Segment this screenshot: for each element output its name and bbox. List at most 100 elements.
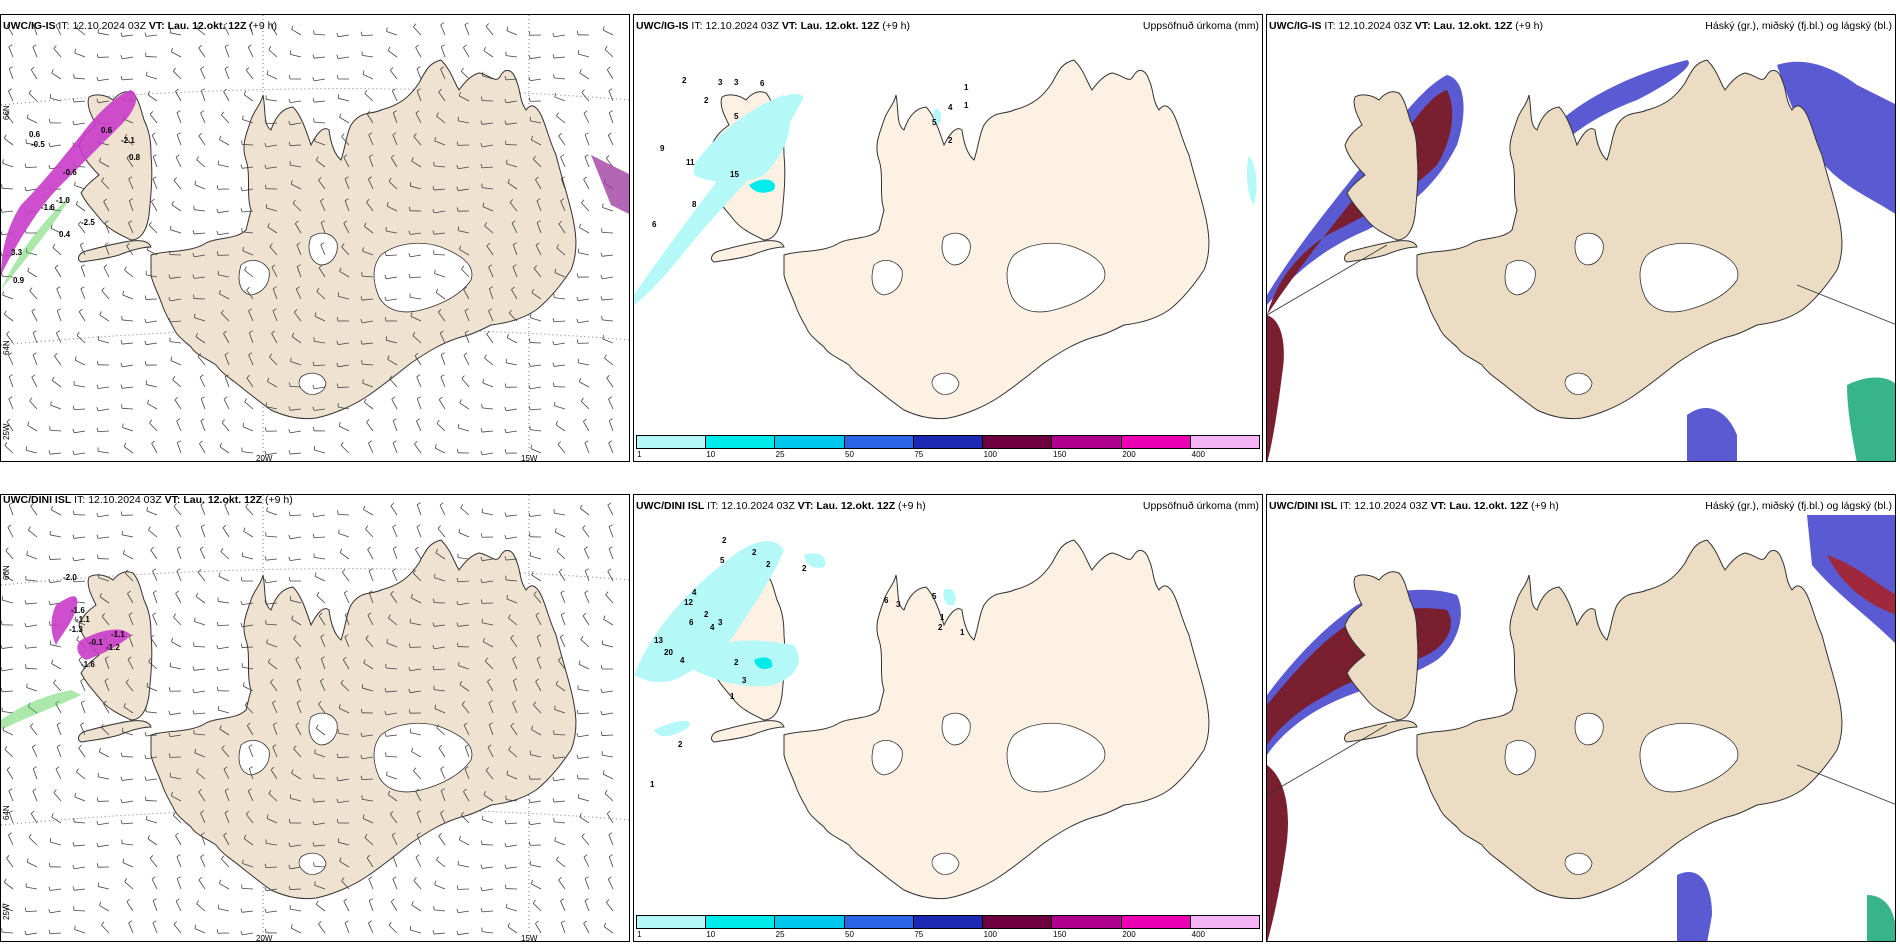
wind-barb xyxy=(558,571,566,582)
wind-barb xyxy=(532,902,542,912)
wind-barb xyxy=(200,526,206,538)
wind-barb xyxy=(170,341,182,344)
wind-barb xyxy=(601,231,614,234)
wind-barb xyxy=(318,615,326,626)
wind-barb xyxy=(217,624,230,627)
wind-barb xyxy=(26,687,38,692)
wind-barb xyxy=(341,136,350,146)
wind-barb xyxy=(392,526,398,538)
wind-barb xyxy=(76,335,86,344)
colorbar-swatch xyxy=(637,436,707,448)
wind-barb xyxy=(318,267,326,278)
wind-barb xyxy=(483,50,494,58)
wind-barb xyxy=(242,451,254,454)
wind-barb xyxy=(200,68,206,80)
wind-barb xyxy=(608,442,614,454)
wind-barb xyxy=(146,274,158,278)
wind-barb xyxy=(2,294,14,300)
wind-barb xyxy=(530,800,542,804)
wind-barb xyxy=(338,56,350,60)
wind-barb xyxy=(241,887,254,890)
wind-barb xyxy=(290,844,302,848)
wind-barb xyxy=(368,922,374,934)
wind-barb xyxy=(290,797,302,802)
wind-barb xyxy=(533,704,542,714)
wind-barb xyxy=(101,180,110,190)
wind-barb xyxy=(386,667,398,670)
wind-barb xyxy=(344,178,350,190)
wind-barb xyxy=(171,204,182,212)
wind-barb xyxy=(272,288,278,300)
wind-barb xyxy=(365,528,374,538)
precip-type-value: -1.6 xyxy=(41,203,55,212)
wind-barb xyxy=(2,906,14,912)
wind-barb xyxy=(440,376,446,388)
wind-barb xyxy=(411,597,422,604)
precip-value: 4 xyxy=(680,656,685,665)
wind-barb xyxy=(314,56,326,59)
wind-barb xyxy=(122,294,134,300)
precip-fields xyxy=(634,540,956,737)
wind-barb xyxy=(223,835,230,846)
wind-barb xyxy=(535,179,542,190)
wind-barb xyxy=(32,332,38,344)
colorbar-label: 10 xyxy=(706,450,716,459)
precip-value: 6 xyxy=(884,596,889,605)
precip-value: 6 xyxy=(689,618,694,627)
wind-barb xyxy=(482,382,494,388)
wind-barb xyxy=(535,244,542,256)
wind-barb xyxy=(74,430,86,434)
wind-barb xyxy=(554,709,566,714)
glaciers xyxy=(1504,712,1739,875)
wind-barb xyxy=(483,794,494,802)
wind-barb xyxy=(170,712,182,716)
wind-barb xyxy=(583,857,590,868)
colorbar-label: 100 xyxy=(983,450,998,459)
wind-barb xyxy=(487,746,494,758)
wind-barb xyxy=(27,270,38,278)
wind-barb xyxy=(365,638,374,648)
wind-barb xyxy=(488,724,494,736)
wind-barb xyxy=(146,686,158,692)
wind-barb xyxy=(314,78,326,82)
wind-barb xyxy=(386,642,398,648)
wind-barb xyxy=(530,864,542,868)
wind-barb xyxy=(248,332,254,344)
precip-fields xyxy=(634,93,1257,305)
wind-barb xyxy=(343,592,350,604)
precip-value: 1 xyxy=(730,692,735,701)
wind-barb xyxy=(434,210,446,214)
wind-barb xyxy=(170,734,182,738)
precip-value: 3 xyxy=(718,618,723,627)
wind-barb xyxy=(146,510,158,516)
wind-barb xyxy=(434,577,446,582)
precip-type-value: 0.8 xyxy=(129,153,141,162)
wind-barb xyxy=(173,616,182,626)
wind-barb xyxy=(221,748,230,758)
wind-barb xyxy=(338,406,350,410)
precip-type-value: -1.6 xyxy=(71,606,85,615)
panel-title: Háský (gr.), miðský (fj.bl.) og lágský (… xyxy=(1705,20,1892,32)
wind-barb xyxy=(485,770,494,780)
wind-barb xyxy=(289,144,302,146)
wind-barb xyxy=(8,376,14,388)
wind-barb xyxy=(176,878,182,890)
wind-barb xyxy=(368,134,374,146)
wind-barb xyxy=(151,134,158,146)
wind-barb xyxy=(218,232,230,236)
wind-barb xyxy=(512,702,518,714)
wind-barb xyxy=(148,661,158,670)
wind-barb xyxy=(290,927,302,934)
lon-label-15w: 15W xyxy=(521,454,538,462)
wind-barb xyxy=(464,768,470,780)
precip-value: 3 xyxy=(742,676,747,685)
wind-barb xyxy=(2,710,14,714)
wind-barb xyxy=(122,319,134,322)
wind-barb xyxy=(362,818,374,824)
wind-barb xyxy=(458,624,470,627)
wind-barb xyxy=(266,818,278,824)
wind-barb xyxy=(4,445,14,454)
wind-barb xyxy=(101,616,110,626)
wind-barb xyxy=(391,90,398,102)
